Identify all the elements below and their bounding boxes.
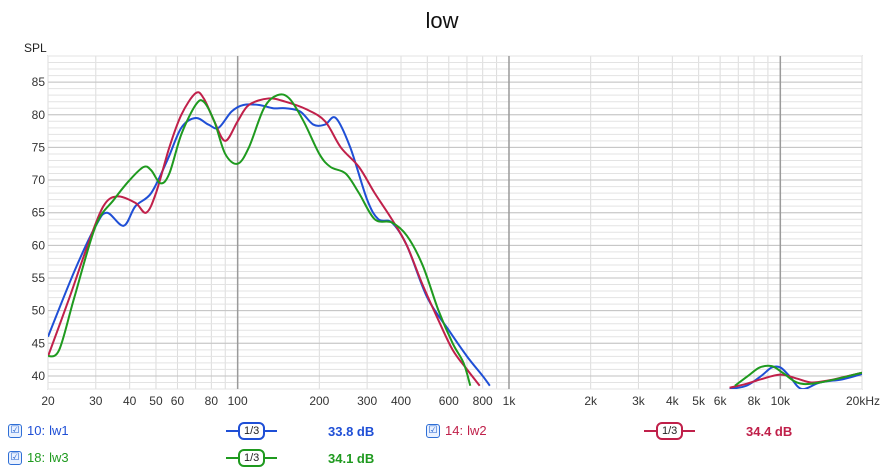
y-tick-label: 40 bbox=[32, 369, 46, 383]
smoothing-label[interactable]: 1/3 bbox=[238, 449, 266, 467]
series-layer bbox=[48, 91, 862, 389]
x-tick-label: 800 bbox=[473, 394, 493, 408]
legend: ☑ 10: lw1 1/3 33.8 dB ☑ 14: lw2 1/3 34.4… bbox=[0, 418, 884, 471]
checkbox-icon[interactable]: ☑ bbox=[426, 423, 440, 438]
legend-id: 14: bbox=[445, 423, 464, 438]
y-tick-label: 45 bbox=[32, 336, 46, 350]
smoothing-control-lw3[interactable]: 1/3 bbox=[226, 449, 278, 467]
x-tick-label: 600 bbox=[439, 394, 459, 408]
x-tick-label: 3k bbox=[632, 394, 646, 408]
smoothing-control-lw2[interactable]: 1/3 bbox=[644, 422, 696, 440]
x-tick-label: 40 bbox=[123, 394, 137, 408]
major-grid bbox=[48, 56, 862, 389]
series-line-lw3 bbox=[734, 364, 862, 387]
y-axis-label: SPL bbox=[24, 41, 47, 55]
legend-item-lw3[interactable]: ☑ 18: lw3 bbox=[8, 450, 69, 465]
smoothing-wire bbox=[683, 430, 696, 432]
x-tick-label: 1k bbox=[503, 394, 517, 408]
legend-id: 18: bbox=[27, 450, 46, 465]
x-tick-label: 200 bbox=[309, 394, 329, 408]
smoothing-label[interactable]: 1/3 bbox=[656, 422, 684, 440]
x-tick-label: 300 bbox=[357, 394, 377, 408]
x-tick-label: 80 bbox=[205, 394, 219, 408]
x-tick-label: 400 bbox=[391, 394, 411, 408]
legend-value-lw1: 33.8 dB bbox=[328, 424, 375, 439]
x-tick-labels: 20 30 40 50 60 80 100 200 300 400 600 800 1k 2k 3k 4k 5k… bbox=[41, 394, 880, 408]
x-tick-label: 30 bbox=[89, 394, 103, 408]
smoothing-wire bbox=[265, 430, 278, 432]
y-tick-label: 70 bbox=[32, 173, 46, 187]
frequency-response-chart: low SPL 40 45 50 55 60 65 70 75 80 85 20 30 40 50 60 8… bbox=[24, 8, 880, 408]
smoothing-wire bbox=[644, 430, 656, 432]
checkbox-icon[interactable]: ☑ bbox=[8, 450, 22, 465]
legend-name: lw1 bbox=[49, 423, 69, 438]
x-tick-label: 5k bbox=[692, 394, 706, 408]
smoothing-control-lw1[interactable]: 1/3 bbox=[226, 422, 278, 440]
x-tick-label: 6k bbox=[714, 394, 728, 408]
x-tick-label: 50 bbox=[149, 394, 163, 408]
x-tick-label: 2k bbox=[584, 394, 598, 408]
smoothing-label[interactable]: 1/3 bbox=[238, 422, 266, 440]
legend-id: 10: bbox=[27, 423, 46, 438]
x-tick-label: 4k bbox=[666, 394, 680, 408]
x-tick-label: 20 bbox=[41, 394, 55, 408]
x-tick-label: 100 bbox=[228, 394, 248, 408]
x-tick-label: 10k bbox=[771, 394, 791, 408]
legend-item-lw1[interactable]: ☑ 10: lw1 bbox=[8, 423, 69, 438]
x-tick-label: 8k bbox=[748, 394, 762, 408]
checkbox-icon[interactable]: ☑ bbox=[8, 423, 22, 438]
y-tick-label: 80 bbox=[32, 108, 46, 122]
x-tick-label: 60 bbox=[171, 394, 185, 408]
legend-name: lw3 bbox=[49, 450, 69, 465]
legend-item-lw2[interactable]: ☑ 14: lw2 bbox=[426, 423, 487, 438]
y-tick-label: 60 bbox=[32, 238, 46, 252]
smoothing-wire bbox=[265, 457, 278, 459]
x-tick-label: 20kHz bbox=[846, 394, 880, 408]
series-line-lw2 bbox=[48, 91, 481, 387]
legend-value-lw2: 34.4 dB bbox=[746, 424, 793, 439]
y-tick-label: 85 bbox=[32, 75, 46, 89]
series-line-lw3 bbox=[48, 93, 472, 387]
legend-value-lw3: 34.1 dB bbox=[328, 451, 375, 466]
y-tick-label: 50 bbox=[32, 304, 46, 318]
chart-title: low bbox=[425, 8, 458, 33]
smoothing-wire bbox=[226, 430, 238, 432]
smoothing-wire bbox=[226, 457, 238, 459]
y-tick-label: 65 bbox=[32, 206, 46, 220]
y-tick-labels: 40 45 50 55 60 65 70 75 80 85 bbox=[32, 75, 46, 383]
legend-name: lw2 bbox=[467, 423, 487, 438]
y-tick-label: 55 bbox=[32, 271, 46, 285]
y-tick-label: 75 bbox=[32, 140, 46, 154]
